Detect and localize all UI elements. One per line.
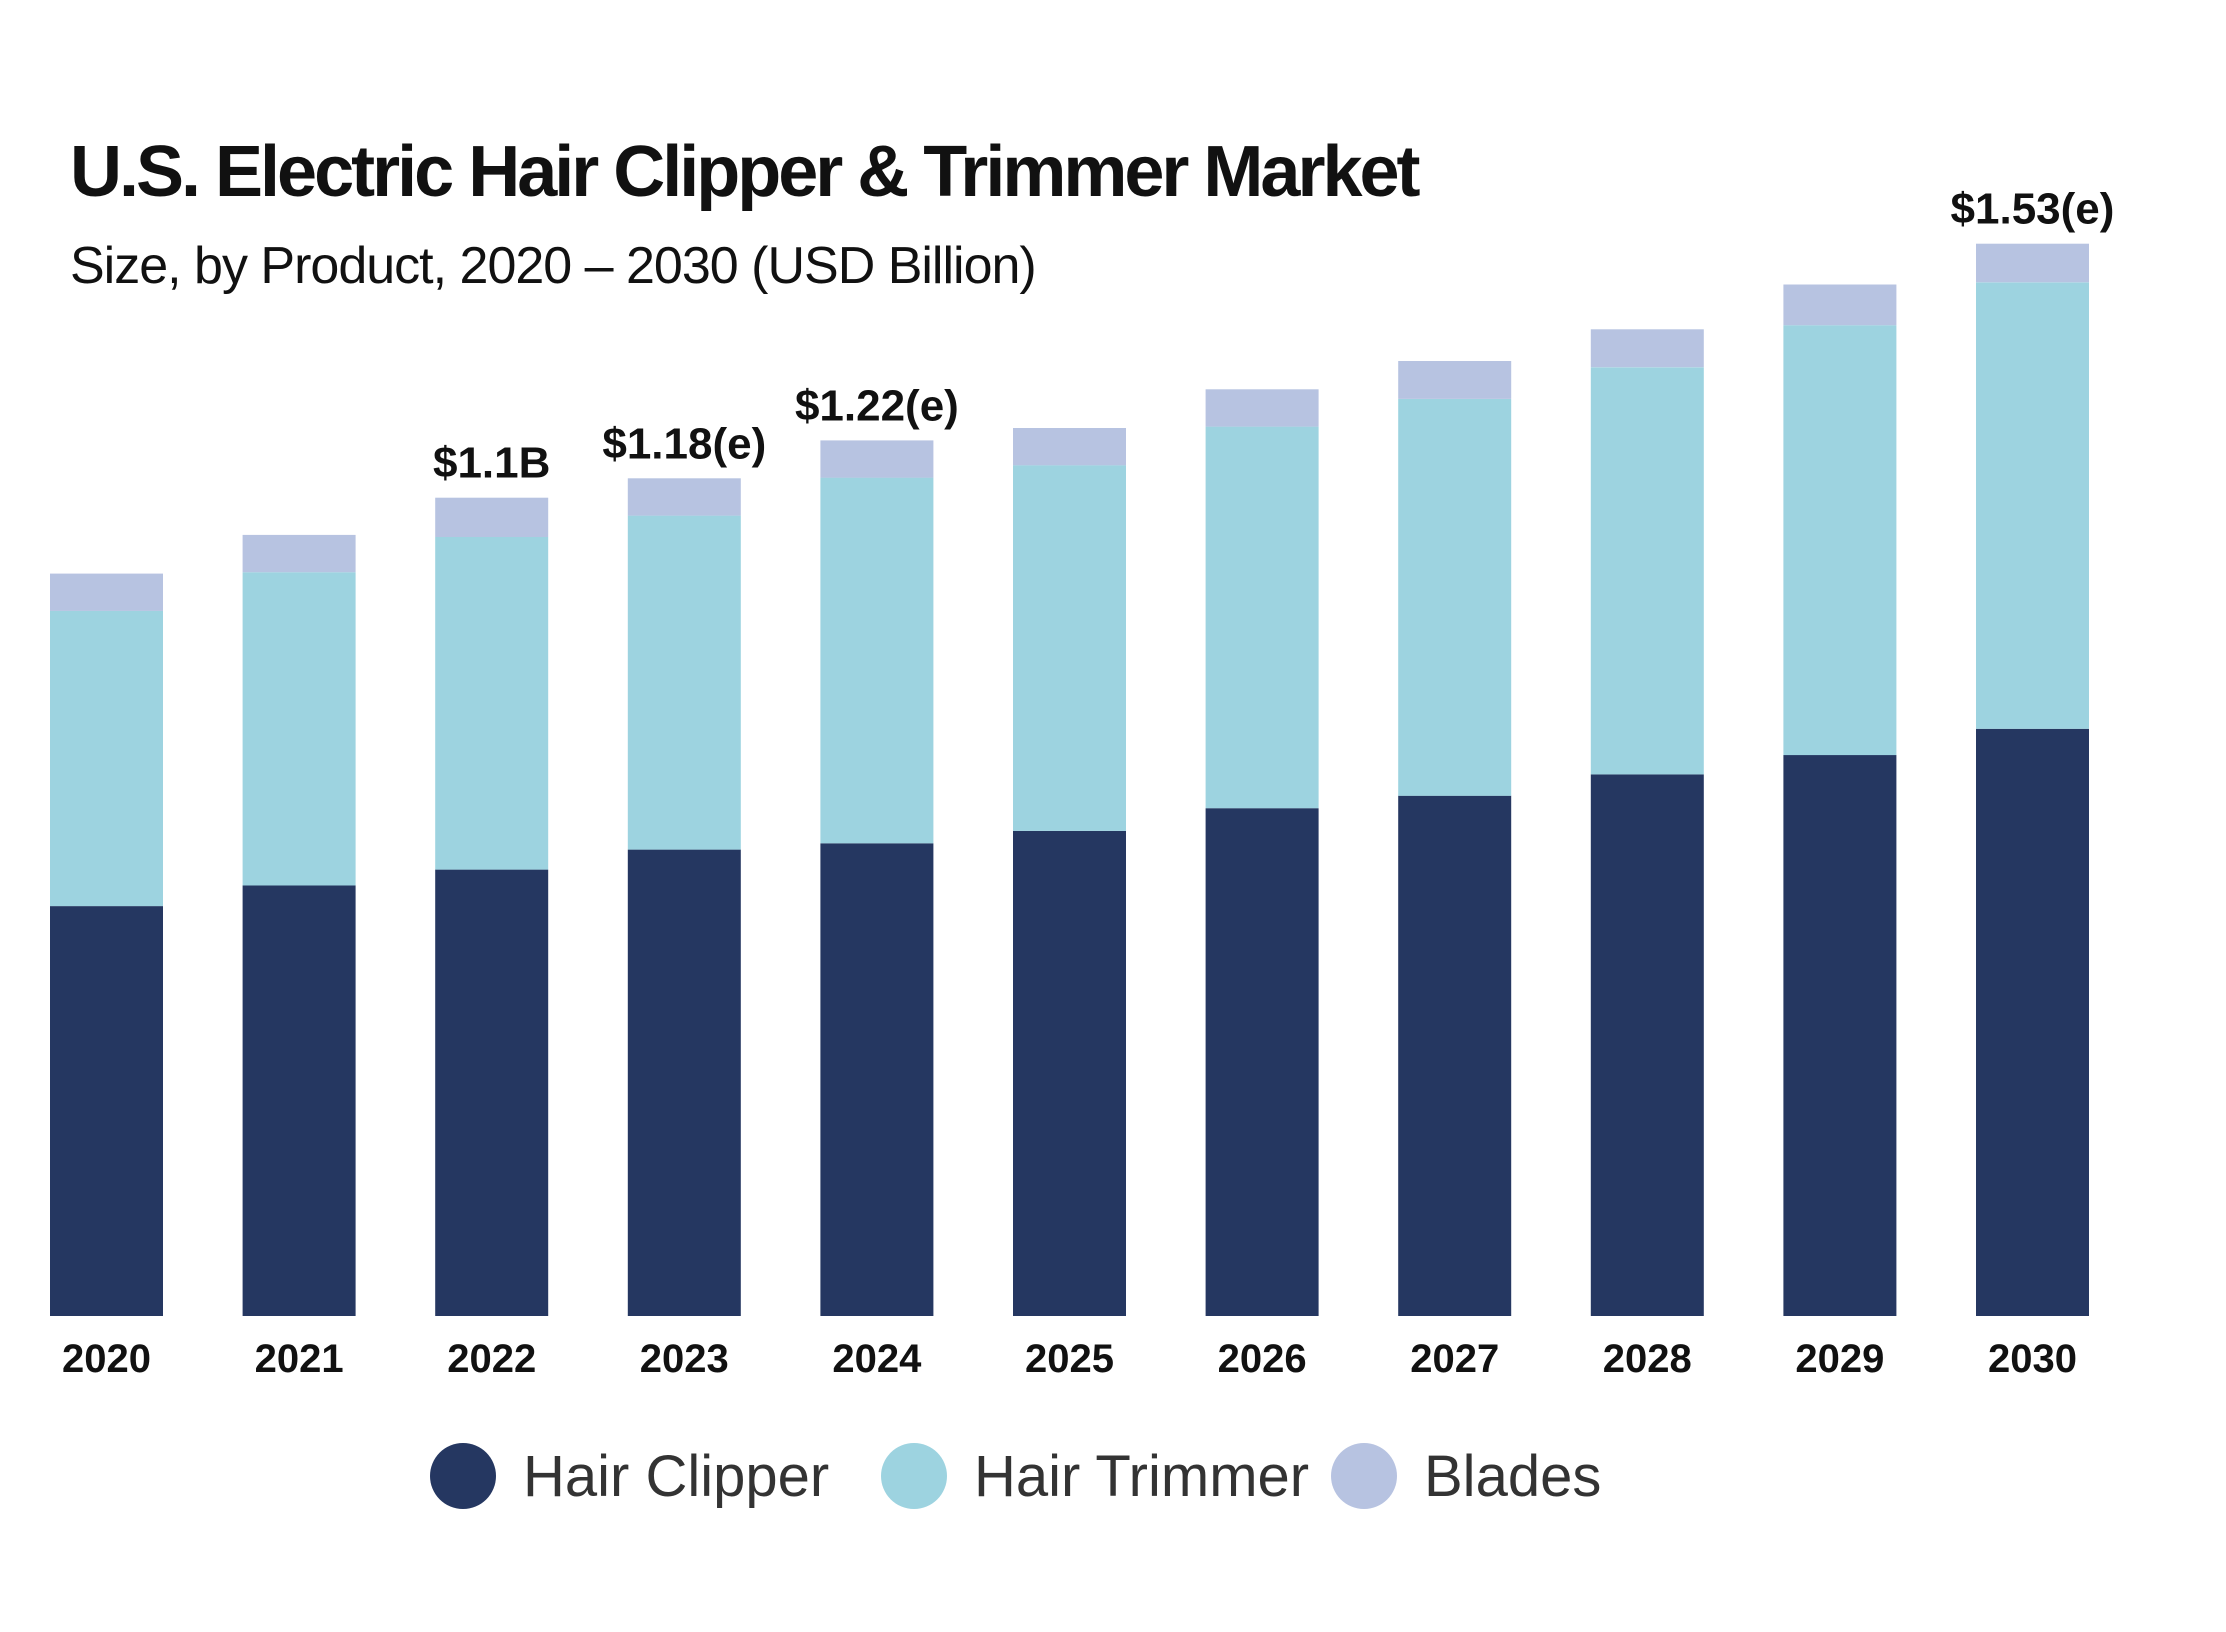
data-label-2022: $1.1B [433, 439, 550, 488]
bar-hair-clipper-2029 [1783, 755, 1897, 1316]
bar-stack-2025 [1013, 428, 1126, 1316]
bar-hair-trimmer-2030 [1976, 282, 2089, 729]
x-tick-label-2029: 2029 [1795, 1337, 1884, 1381]
legend-item-hair-trimmer: Hair Trimmer [881, 1443, 1309, 1509]
bar-hair-clipper-2024 [820, 843, 934, 1316]
bar-hair-clipper-2026 [1205, 808, 1319, 1316]
data-label-2030: $1.53(e) [1951, 185, 2115, 234]
bar-blades-2024 [820, 440, 934, 478]
chart-title: U.S. Electric Hair Clipper & Trimmer Mar… [70, 132, 1421, 212]
x-axis-tick-labels: 2020 2021 2022 2023 2024 2025 2026 2027 2028 2029… [62, 1337, 2077, 1381]
bar-blades-2028 [1590, 329, 1704, 368]
bar-stack-2023 [627, 478, 741, 1316]
bar-hair-trimmer-2029 [1783, 325, 1897, 756]
bar-stack-2029 [1783, 284, 1897, 1316]
x-tick-label-2023: 2023 [640, 1337, 729, 1381]
bar-hair-clipper-2022 [435, 869, 549, 1316]
bar-hair-clipper-2027 [1398, 795, 1512, 1316]
bar-hair-clipper-2020 [50, 906, 163, 1316]
bar-blades-2021 [242, 534, 356, 573]
legend: Hair Clipper Hair Trimmer Blades [430, 1443, 1601, 1509]
bar-hair-trimmer-2026 [1205, 426, 1319, 809]
legend-item-hair-clipper: Hair Clipper [430, 1443, 829, 1509]
legend-swatch-hair-clipper [430, 1443, 496, 1509]
bar-stack-2030 [1976, 243, 2089, 1316]
bar-hair-trimmer-2028 [1590, 367, 1704, 775]
bar-blades-2022 [435, 497, 549, 537]
bar-hair-clipper-2021 [242, 885, 356, 1316]
bar-blades-2027 [1398, 361, 1512, 399]
bar-stack-2024 [820, 440, 934, 1316]
bar-hair-trimmer-2027 [1398, 399, 1512, 796]
bar-stack-2026 [1205, 389, 1319, 1316]
data-label-2023: $1.18(e) [602, 419, 766, 468]
bar-stack-2021 [242, 534, 356, 1316]
bar-hair-trimmer-2020 [50, 610, 163, 907]
x-tick-label-2027: 2027 [1410, 1337, 1499, 1381]
bar-blades-2023 [627, 478, 741, 516]
legend-label-blades: Blades [1424, 1444, 1601, 1509]
bar-stack-2028 [1590, 329, 1704, 1316]
bar-hair-trimmer-2021 [242, 572, 356, 886]
legend-swatch-blades [1331, 1443, 1397, 1509]
bar-hair-trimmer-2025 [1013, 465, 1126, 831]
x-tick-label-2026: 2026 [1218, 1337, 1307, 1381]
x-tick-label-2025: 2025 [1025, 1337, 1114, 1381]
bar-hair-clipper-2030 [1976, 728, 2089, 1316]
legend-item-blades: Blades [1331, 1443, 1601, 1509]
x-tick-label-2020: 2020 [62, 1337, 151, 1381]
legend-label-hair-clipper: Hair Clipper [523, 1444, 829, 1509]
bar-blades-2026 [1205, 389, 1319, 427]
bar-hair-clipper-2023 [627, 849, 741, 1316]
bar-stack-2020 [50, 573, 163, 1316]
x-tick-label-2028: 2028 [1603, 1337, 1692, 1381]
bar-hair-trimmer-2022 [435, 537, 549, 870]
x-tick-label-2024: 2024 [832, 1337, 922, 1381]
bar-blades-2030 [1976, 243, 2089, 283]
bar-hair-trimmer-2023 [627, 515, 741, 850]
x-tick-label-2030: 2030 [1988, 1337, 2077, 1381]
data-label-2024: $1.22(e) [795, 381, 959, 430]
chart-subtitle: Size, by Product, 2020 – 2030 (USD Billi… [70, 237, 1036, 295]
bar-blades-2025 [1013, 428, 1126, 466]
bar-stack-2027 [1398, 361, 1512, 1316]
bar-hair-trimmer-2024 [820, 477, 934, 844]
bars-layer [50, 243, 2089, 1316]
bar-blades-2029 [1783, 284, 1897, 326]
x-tick-label-2022: 2022 [447, 1337, 536, 1381]
bar-hair-clipper-2025 [1013, 830, 1126, 1316]
x-tick-label-2021: 2021 [255, 1337, 344, 1381]
legend-label-hair-trimmer: Hair Trimmer [974, 1444, 1309, 1509]
bar-blades-2020 [50, 573, 163, 611]
bar-stack-2022 [435, 497, 549, 1316]
bar-hair-clipper-2028 [1590, 774, 1704, 1316]
data-labels: $1.1B $1.18(e) $1.22(e) $1.53(e) [433, 185, 2114, 488]
legend-swatch-hair-trimmer [881, 1443, 947, 1509]
